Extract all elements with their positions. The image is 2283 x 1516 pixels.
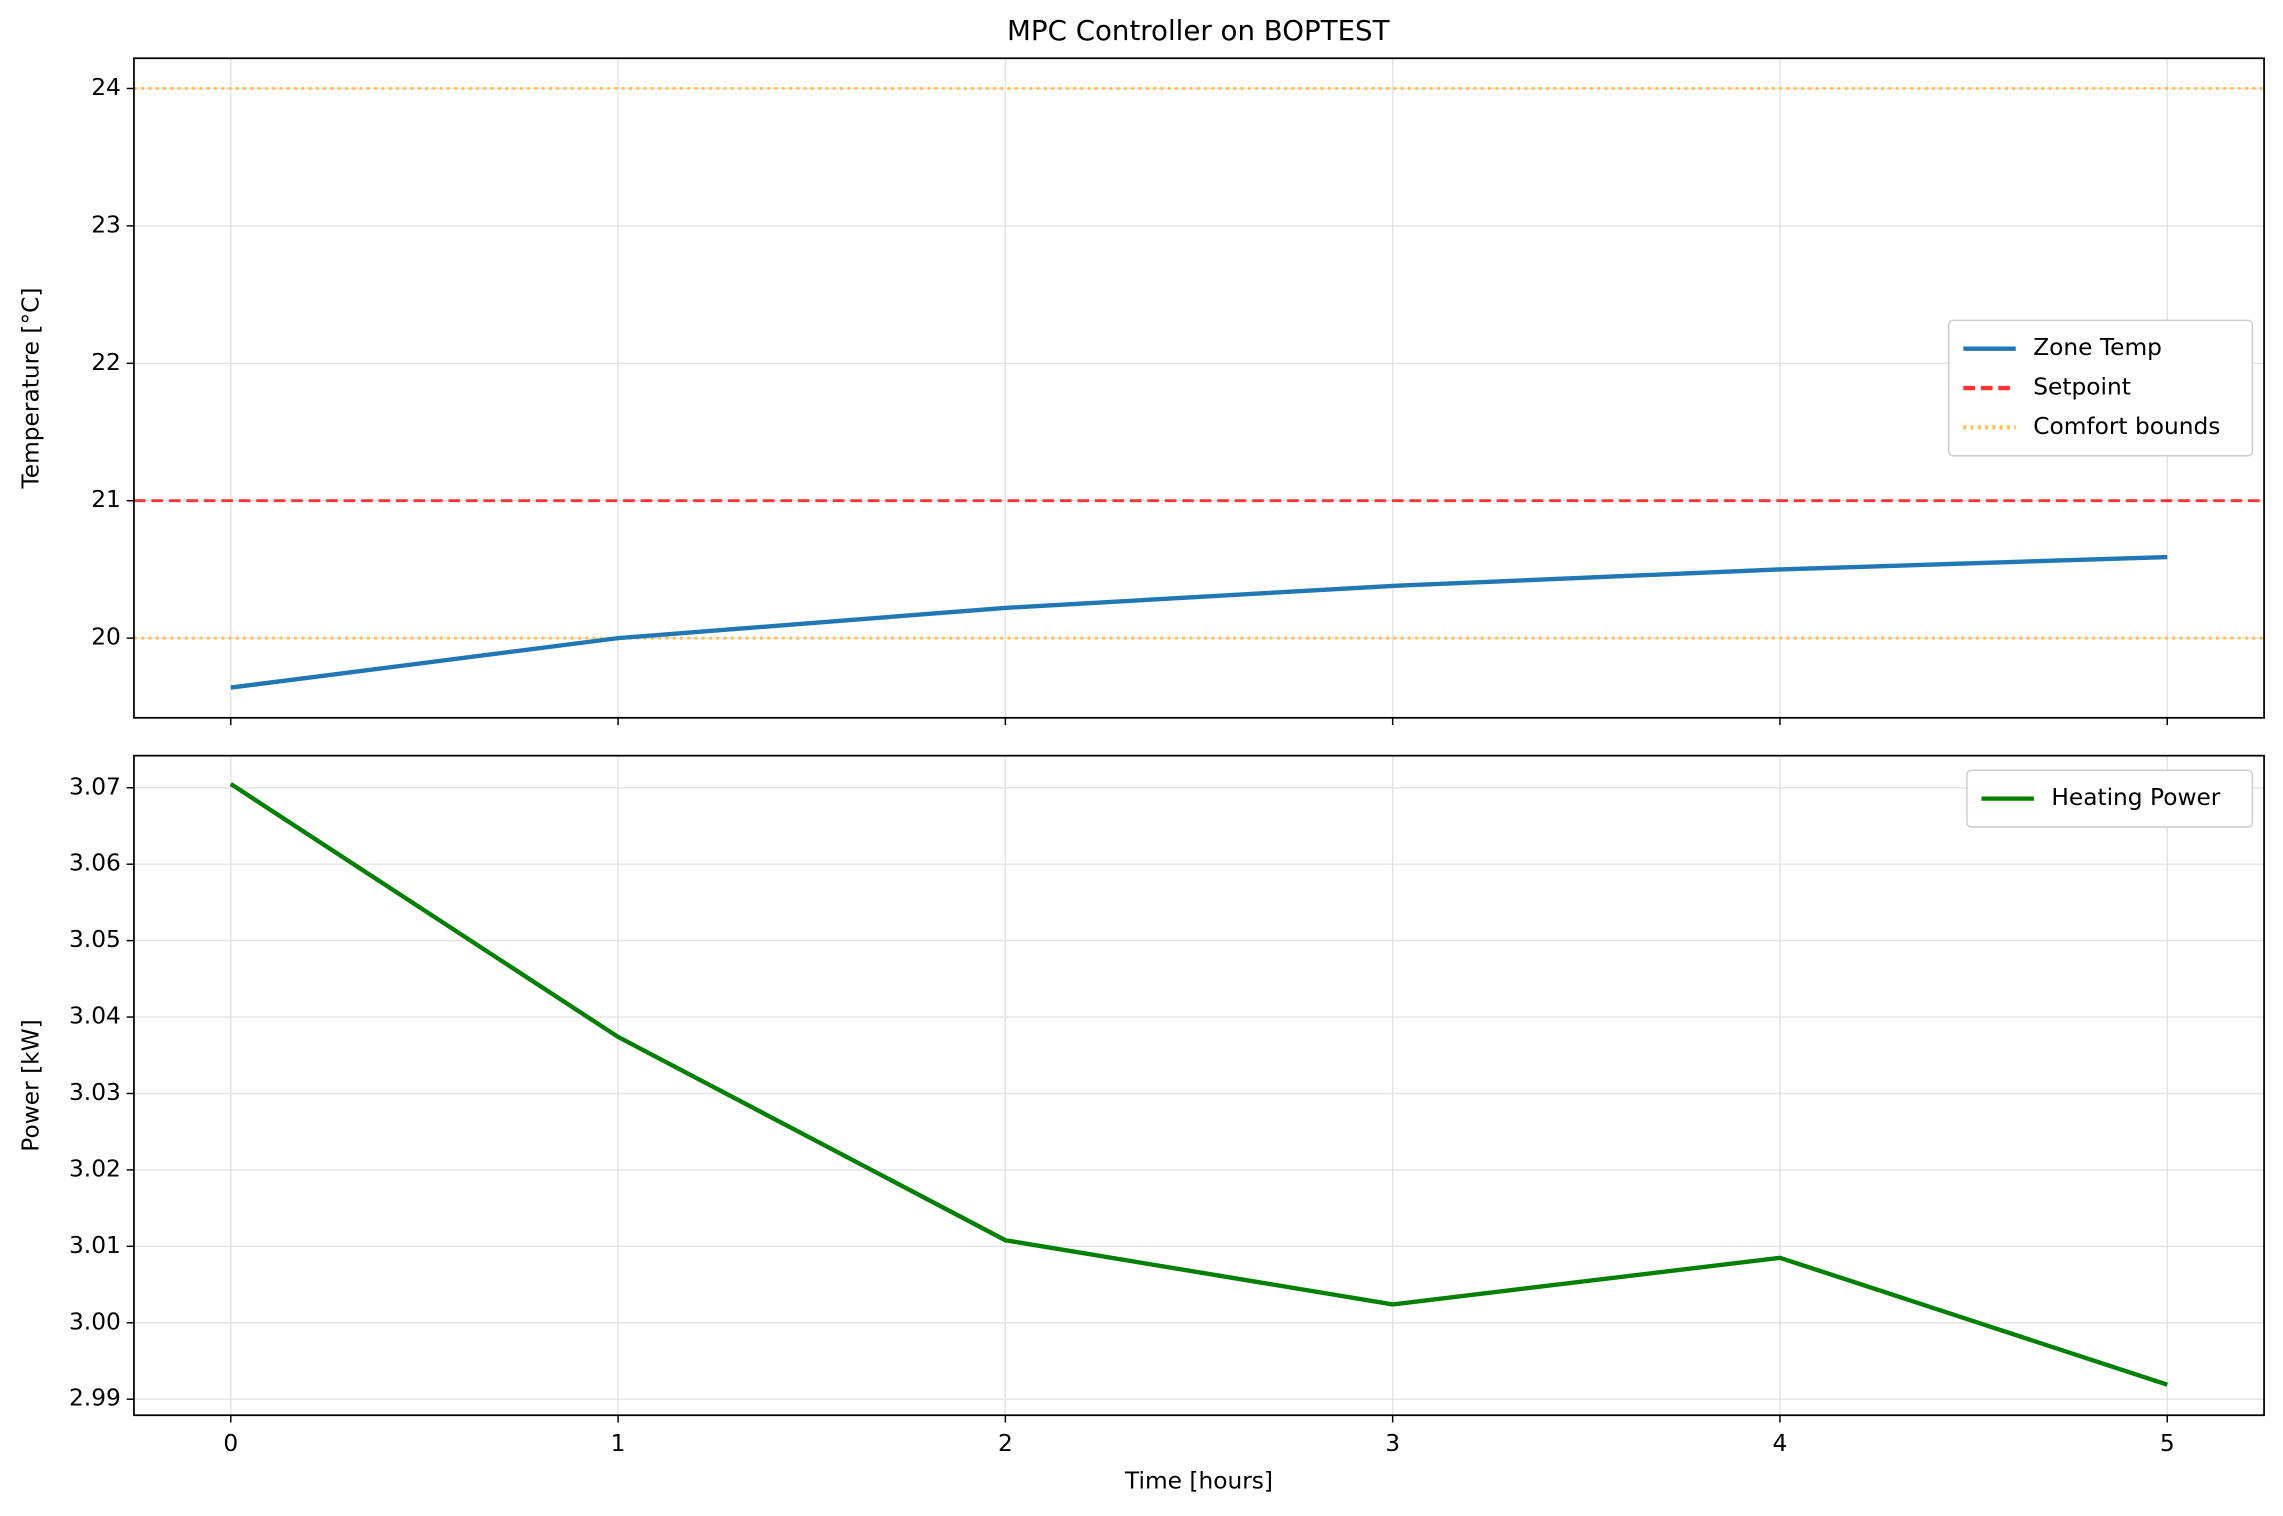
y-tick-label: 3.00 [69, 1308, 121, 1335]
legend: Heating Power [1966, 769, 2254, 828]
y-tick-label: 3.03 [69, 1079, 121, 1106]
legend-label: Comfort bounds [2033, 413, 2220, 440]
y-tick-label: 20 [91, 624, 121, 651]
x-tick-label: 5 [2160, 1430, 2175, 1457]
x-tick-label: 4 [1773, 1430, 1788, 1457]
data-line [230, 554, 2168, 690]
y-tick-label: 23 [91, 211, 121, 238]
x-tick-label: 1 [611, 1430, 626, 1457]
y-tick-label: 2.99 [69, 1385, 121, 1412]
y-tick-label: 3.01 [69, 1232, 121, 1259]
legend-label: Zone Temp [2033, 334, 2162, 361]
y-tick-label: 24 [91, 74, 121, 101]
data-line [229, 782, 2168, 1387]
x-tick-label: 3 [1385, 1430, 1400, 1457]
chart-title: MPC Controller on BOPTEST [1007, 14, 1390, 47]
y-tick-label: 21 [91, 486, 121, 513]
x-tick-label: 0 [223, 1430, 238, 1457]
y-tick-label: 3.05 [69, 926, 121, 953]
y-axis-label: Power [kW] [18, 1019, 45, 1151]
x-tick-label: 2 [998, 1430, 1013, 1457]
y-tick-label: 3.06 [69, 850, 121, 877]
y-tick-label: 3.02 [69, 1155, 121, 1182]
legend: Zone Temp Setpoint Comfort bounds [1948, 319, 2254, 457]
legend-box [1966, 769, 2254, 828]
x-axis-label: Time [hours] [1124, 1468, 1273, 1495]
y-axis-label: Temperature [°C] [18, 288, 45, 490]
axes-frame [133, 57, 2265, 719]
y-tick-label: 22 [91, 349, 121, 376]
axes-frame [133, 754, 2265, 1417]
legend-box [1948, 319, 2254, 457]
y-tick-label: 3.04 [69, 1003, 121, 1030]
legend-label: Setpoint [2033, 374, 2131, 401]
legend-label: Heating Power [2051, 784, 2220, 811]
y-tick-label: 3.07 [69, 773, 121, 800]
